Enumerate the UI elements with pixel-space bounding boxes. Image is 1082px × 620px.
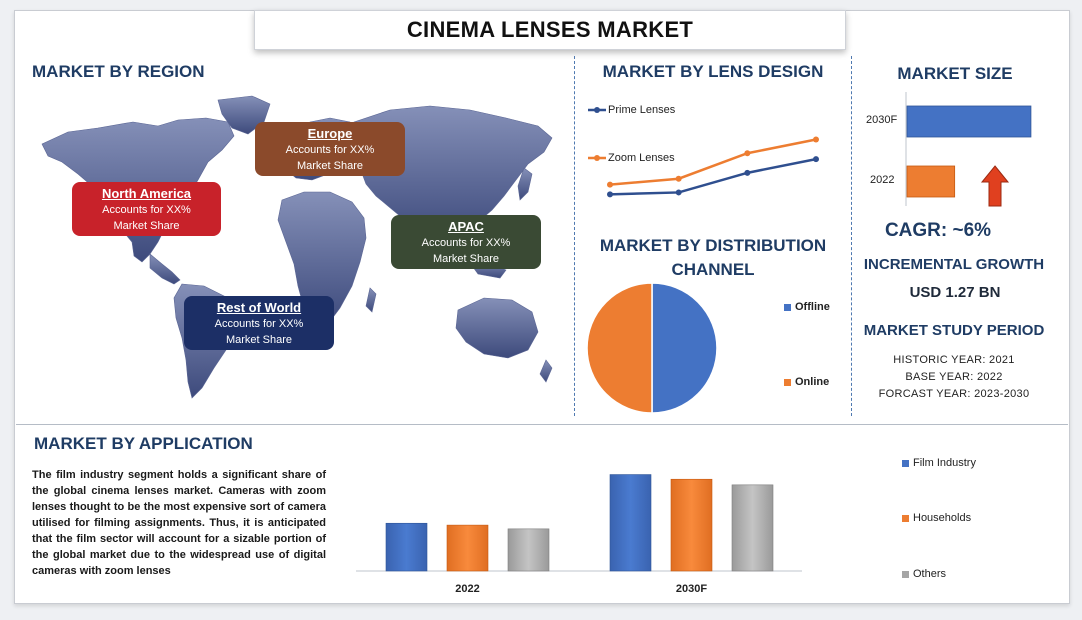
data-point (607, 191, 613, 198)
region-share-label: Market Share (113, 220, 180, 232)
region-box-apac: APAC Accounts for XX% Market Share (391, 215, 541, 269)
bar-households-2030f (670, 478, 713, 572)
distribution-heading-line1: MARKET BY DISTRIBUTION (599, 236, 827, 255)
lens-design-chart (588, 107, 819, 198)
region-name: Europe (307, 126, 353, 141)
pie-slice-online (586, 282, 653, 414)
legend-swatch-households (902, 515, 909, 522)
market-size-chart (905, 92, 1032, 206)
growth-arrow-icon (980, 165, 1010, 207)
market-size-heading: MARKET SIZE (897, 64, 1013, 83)
legend-offline: Offline (795, 301, 830, 313)
region-share-text: Accounts for XX% (214, 318, 304, 330)
series-line-zoom-lenses (609, 138, 817, 186)
cagr-value: CAGR: ~6% (884, 220, 992, 241)
legend-online: Online (795, 376, 830, 388)
legend-zoom-lenses: Zoom Lenses (608, 152, 675, 164)
legend-swatch-film-industry (902, 460, 909, 467)
x-tick-label: 2022 (455, 583, 479, 595)
region-share-label: Market Share (432, 253, 500, 265)
bar-film-industry-2022 (385, 522, 428, 572)
data-point (607, 181, 613, 188)
base-year: BASE YEAR: 2022 (905, 371, 1003, 383)
legend-households: Households (913, 512, 972, 524)
region-name: North America (101, 186, 192, 201)
data-point (813, 156, 819, 163)
market-size-bar-2030f (906, 105, 1032, 138)
region-share-label: Market Share (225, 334, 293, 346)
region-heading: MARKET BY REGION (32, 62, 205, 81)
bar-others-2030f (731, 484, 774, 572)
distribution-heading-line2: CHANNEL (671, 260, 755, 279)
pie-slice-offline (651, 282, 718, 414)
title-box: CINEMA LENSES MARKET (254, 10, 846, 50)
legend-swatch-online (784, 379, 791, 386)
bar-film-industry-2030f (609, 474, 652, 572)
region-name: APAC (448, 219, 484, 234)
divider-size (851, 56, 852, 416)
market-size-label-2030: 2030F (866, 114, 898, 126)
legend-marker-prime (594, 107, 600, 113)
application-chart: 2022 2030F (356, 474, 802, 595)
application-heading: MARKET BY APPLICATION (34, 434, 253, 453)
legend-marker-zoom (594, 155, 600, 161)
distribution-heading: MARKET BY DISTRIBUTION CHANNEL (580, 234, 846, 282)
region-box-rest-of-world: Rest of World Accounts for XX% Market Sh… (184, 296, 334, 350)
region-share-text: Accounts for XX% (285, 144, 375, 156)
divider-region (574, 56, 575, 416)
divider-application (16, 424, 1068, 425)
series-line-prime-lenses (609, 157, 817, 196)
legend-prime-lenses: Prime Lenses (608, 104, 676, 116)
data-point (813, 136, 819, 143)
region-box-north-america: North America Accounts for XX% Market Sh… (72, 182, 221, 236)
region-share-label: Market Share (296, 160, 364, 172)
incremental-growth-heading: INCREMENTAL GROWTH (863, 256, 1045, 273)
study-period-heading: MARKET STUDY PERIOD (863, 322, 1045, 339)
distribution-pie (586, 282, 718, 414)
forecast-year: FORCAST YEAR: 2023-2030 (878, 388, 1030, 400)
market-size-label-2022: 2022 (870, 174, 895, 186)
page-title: CINEMA LENSES MARKET (406, 17, 694, 42)
region-share-text: Accounts for XX% (102, 204, 191, 216)
region-share-text: Accounts for XX% (421, 237, 511, 249)
legend-swatch-others (902, 571, 909, 578)
bar-households-2022 (446, 524, 489, 572)
region-box-europe: Europe Accounts for XX% Market Share (255, 122, 405, 176)
incremental-growth-value: USD 1.27 BN (909, 284, 1001, 301)
market-size-bar-2022 (906, 165, 956, 198)
application-description: The film industry segment holds a signif… (32, 469, 326, 577)
legend-film-industry: Film Industry (913, 457, 976, 469)
data-point (744, 150, 751, 157)
x-tick-label: 2030F (676, 583, 707, 595)
legend-others: Others (913, 568, 947, 580)
data-point (744, 169, 751, 176)
region-name: Rest of World (216, 300, 302, 315)
data-point (675, 189, 682, 196)
lens-design-heading: MARKET BY LENS DESIGN (602, 62, 824, 81)
data-point (675, 175, 682, 182)
legend-swatch-offline (784, 304, 791, 311)
bar-others-2022 (507, 528, 550, 572)
historic-year: HISTORIC YEAR: 2021 (893, 354, 1015, 366)
